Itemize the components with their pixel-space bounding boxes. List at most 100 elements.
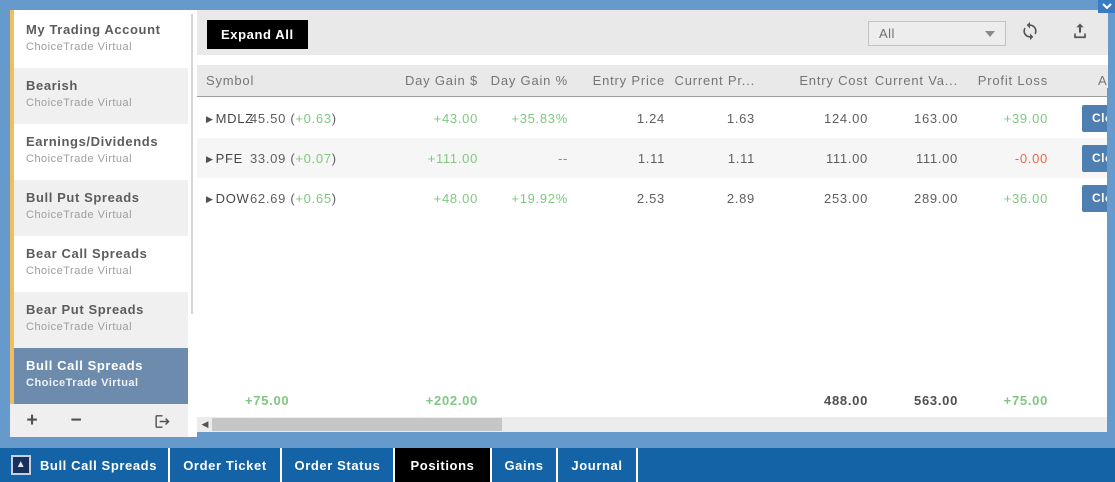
vertical-scrollbar[interactable] bbox=[1107, 88, 1115, 432]
refresh-button[interactable] bbox=[1019, 21, 1041, 44]
price-change: +0.07 bbox=[290, 151, 336, 166]
current-value: 289.00 bbox=[914, 190, 958, 206]
account-title: Bear Put Spreads bbox=[26, 302, 144, 317]
account-title: Bull Call Spreads bbox=[26, 358, 144, 373]
column-header-action[interactable]: Action bbox=[1098, 73, 1108, 88]
column-header-day-gain-pct[interactable]: Day Gain % bbox=[490, 73, 568, 88]
last-price: 62.69 bbox=[250, 190, 287, 206]
tab-label: Bull Call Spreads bbox=[39, 457, 158, 473]
tab-label: Journal bbox=[571, 457, 623, 473]
filter-dropdown[interactable]: All bbox=[868, 21, 1006, 46]
account-subtitle: ChoiceTrade Virtual bbox=[26, 265, 133, 277]
close-position-button[interactable]: Close bbox=[1082, 184, 1108, 212]
entry-cost: 124.00 bbox=[824, 110, 868, 126]
entry-cost: 253.00 bbox=[824, 190, 868, 206]
sidebar-item-bull-call-spreads[interactable]: Bull Call Spreads ChoiceTrade Virtual bbox=[10, 348, 188, 404]
totals-row: +75.00 +202.00 488.00 563.00 +75.00 bbox=[197, 385, 1108, 415]
account-subtitle: ChoiceTrade Virtual bbox=[26, 41, 133, 53]
tab-label: Order Status bbox=[294, 457, 381, 473]
sidebar-accent-stripe bbox=[10, 10, 14, 404]
symbol-label: PFE bbox=[215, 150, 244, 166]
bottom-tab-bar: ▲ Bull Call Spreads Order Ticket Order S… bbox=[0, 448, 1115, 482]
plus-icon: + bbox=[26, 410, 38, 431]
current-price: 1.63 bbox=[726, 110, 755, 126]
horizontal-scrollbar[interactable]: ◀ bbox=[197, 417, 1108, 432]
account-subtitle: ChoiceTrade Virtual bbox=[26, 153, 133, 165]
horizontal-scrollbar-thumb[interactable] bbox=[212, 418, 502, 431]
sidebar-item-bear-call-spreads[interactable]: Bear Call Spreads ChoiceTrade Virtual bbox=[10, 236, 188, 292]
current-price: 2.89 bbox=[726, 190, 755, 206]
close-position-button[interactable]: Close bbox=[1082, 144, 1108, 172]
tab-label: Order Ticket bbox=[183, 457, 267, 473]
tab-bull-call-spreads[interactable]: ▲ Bull Call Spreads bbox=[0, 448, 170, 482]
total-gain: +75.00 bbox=[245, 392, 290, 408]
symbol-label: DOW bbox=[215, 190, 250, 206]
sidebar-item-my-trading-account[interactable]: My Trading Account ChoiceTrade Virtual bbox=[10, 12, 188, 68]
accounts-sidebar: My Trading Account ChoiceTrade Virtual B… bbox=[10, 10, 188, 437]
add-account-button[interactable]: + bbox=[10, 404, 54, 437]
account-subtitle: ChoiceTrade Virtual bbox=[26, 377, 139, 389]
table-row-dow: ▶DOW 62.69 +0.65 +48.00 +19.92% 2.53 2.8… bbox=[197, 178, 1108, 218]
upload-icon bbox=[1070, 21, 1090, 46]
chevron-down-icon bbox=[1101, 3, 1112, 10]
tab-journal[interactable]: Journal bbox=[558, 448, 638, 482]
sidebar-item-earnings-dividends[interactable]: Earnings/Dividends ChoiceTrade Virtual bbox=[10, 124, 188, 180]
total-current-value: 563.00 bbox=[914, 392, 958, 408]
filter-dropdown-value: All bbox=[879, 26, 895, 41]
tab-gains[interactable]: Gains bbox=[492, 448, 558, 482]
export-button[interactable] bbox=[1069, 22, 1091, 44]
tab-label: Positions bbox=[410, 457, 475, 473]
entry-price: 2.53 bbox=[636, 190, 665, 206]
tab-order-status[interactable]: Order Status bbox=[282, 448, 395, 482]
sidebar-item-bear-put-spreads[interactable]: Bear Put Spreads ChoiceTrade Virtual bbox=[10, 292, 188, 348]
table-row-mdlz: ▶MDLZ 45.50 +0.63 +43.00 +35.83% 1.24 1.… bbox=[197, 98, 1108, 138]
sign-out-icon bbox=[154, 413, 178, 430]
sidebar-toolbar: + − bbox=[10, 404, 188, 437]
tab-positions[interactable]: Positions bbox=[395, 448, 492, 482]
scroll-left-arrow-icon[interactable]: ◀ bbox=[201, 419, 209, 429]
positions-toolbar: Expand All All bbox=[197, 10, 1108, 55]
column-header-symbol[interactable]: Symbol bbox=[206, 73, 255, 88]
account-list: My Trading Account ChoiceTrade Virtual B… bbox=[10, 12, 188, 404]
current-price: 1.11 bbox=[727, 150, 755, 166]
sidebar-scrollbar[interactable] bbox=[191, 14, 193, 314]
account-subtitle: ChoiceTrade Virtual bbox=[26, 209, 133, 221]
positions-panel: Expand All All Symbol Day Gain $ Day Gai… bbox=[197, 10, 1108, 432]
account-subtitle: ChoiceTrade Virtual bbox=[26, 97, 133, 109]
profit-loss: +36.00 bbox=[1003, 190, 1048, 206]
row-expand-arrow[interactable]: ▶ bbox=[206, 113, 214, 124]
table-row-pfe: ▶PFE 33.09 +0.07 +111.00 -- 1.11 1.11 11… bbox=[197, 138, 1108, 178]
minus-icon: − bbox=[70, 410, 82, 431]
total-entry-cost: 488.00 bbox=[824, 392, 868, 408]
entry-price: 1.11 bbox=[637, 150, 665, 166]
expand-all-button[interactable]: Expand All bbox=[207, 20, 308, 49]
total-day-gain-usd: +202.00 bbox=[425, 392, 478, 408]
row-expand-arrow[interactable]: ▶ bbox=[206, 193, 214, 204]
tab-order-ticket[interactable]: Order Ticket bbox=[170, 448, 282, 482]
remove-account-button[interactable]: − bbox=[54, 404, 98, 437]
last-price: 45.50 bbox=[250, 110, 287, 126]
table-header-row: Symbol Day Gain $ Day Gain % Entry Price… bbox=[197, 65, 1108, 97]
account-title: Earnings/Dividends bbox=[26, 134, 159, 149]
close-position-button[interactable]: Close bbox=[1082, 104, 1108, 132]
total-profit-loss: +75.00 bbox=[1003, 392, 1048, 408]
sign-out-button[interactable] bbox=[154, 411, 178, 430]
column-header-day-gain-usd[interactable]: Day Gain $ bbox=[404, 73, 478, 88]
column-header-current-price[interactable]: Current Pr... bbox=[674, 73, 755, 88]
price-change: +0.65 bbox=[290, 191, 336, 206]
day-gain-pct: +35.83% bbox=[511, 110, 568, 126]
app-logo-icon: ▲ bbox=[10, 455, 31, 475]
column-header-profit-loss[interactable]: Profit Loss bbox=[977, 73, 1048, 88]
sidebar-item-bull-put-spreads[interactable]: Bull Put Spreads ChoiceTrade Virtual bbox=[10, 180, 188, 236]
collapse-chevron-button[interactable] bbox=[1098, 0, 1115, 13]
sidebar-item-bearish[interactable]: Bearish ChoiceTrade Virtual bbox=[10, 68, 188, 124]
column-header-current-value[interactable]: Current Va... bbox=[874, 73, 958, 88]
day-gain-usd: +43.00 bbox=[433, 110, 478, 126]
account-title: My Trading Account bbox=[26, 22, 161, 37]
day-gain-pct: +19.92% bbox=[511, 190, 568, 206]
entry-cost: 111.00 bbox=[825, 150, 868, 166]
profit-loss: -0.00 bbox=[1014, 150, 1048, 166]
row-expand-arrow[interactable]: ▶ bbox=[206, 153, 214, 164]
column-header-entry-cost[interactable]: Entry Cost bbox=[799, 73, 868, 88]
column-header-entry-price[interactable]: Entry Price bbox=[592, 73, 665, 88]
